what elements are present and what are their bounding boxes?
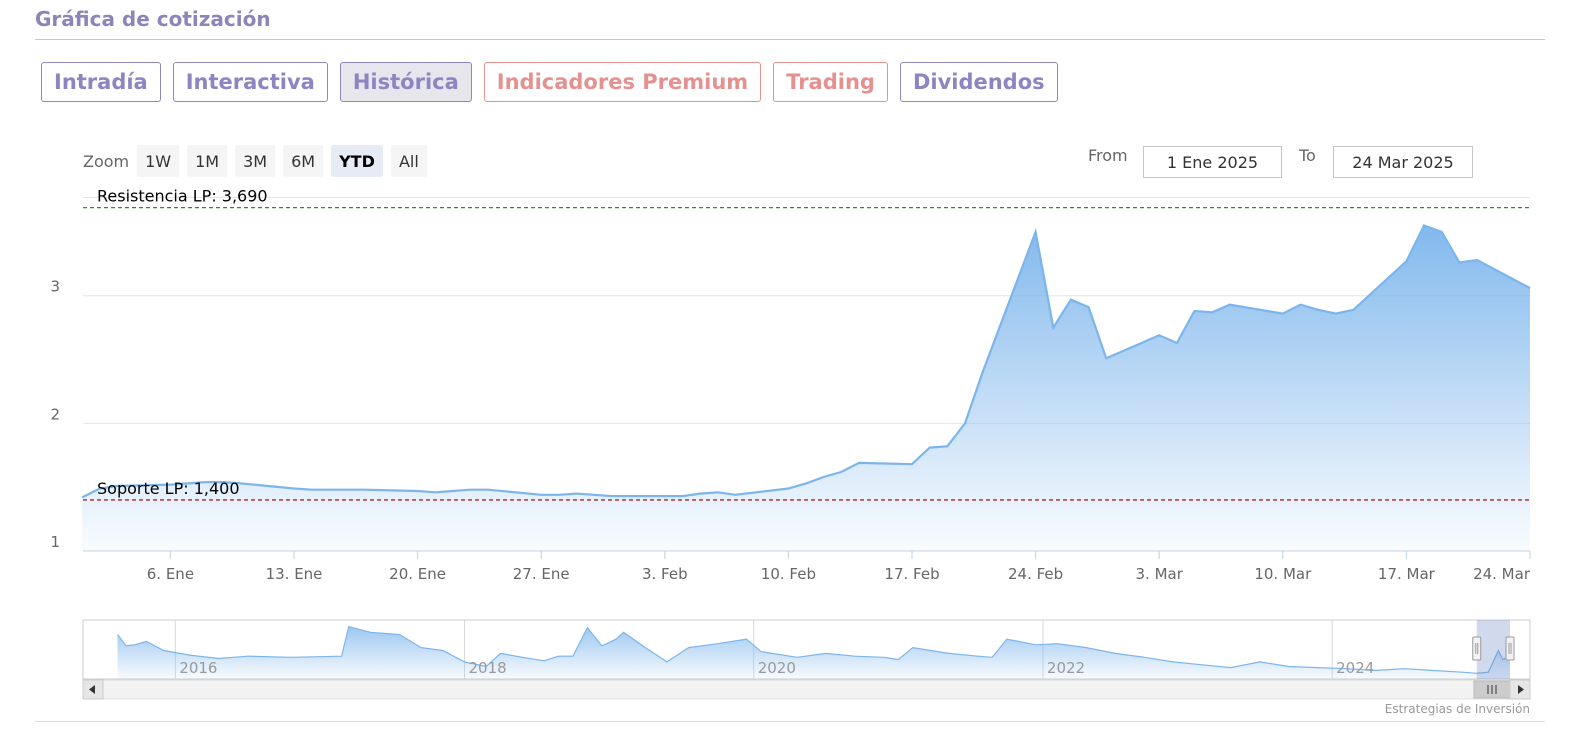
tab-intradia[interactable]: Intradía [41,62,161,102]
chart-tabs: Intradía Interactiva Histórica Indicador… [41,62,1058,102]
range-to-input[interactable]: 24 Mar 2025 [1333,146,1473,178]
support-label: Soporte LP: 1,400 [97,479,240,498]
x-tick-label: 10. Feb [761,565,816,583]
range-from-label: From [1088,146,1128,165]
bottom-divider [35,721,1545,722]
zoom-ytd-button[interactable]: YTD [331,145,383,177]
y-tick-label: 3 [50,278,60,296]
x-tick-label: 3. Mar [1136,565,1184,583]
title-divider [35,39,1545,40]
navigator-year-label: 2024 [1336,659,1374,677]
zoom-1w-button[interactable]: 1W [137,145,180,177]
tab-interactiva[interactable]: Interactiva [172,62,328,102]
credit-text: Estrategias de Inversión [1384,702,1530,716]
x-tick-label: 20. Ene [389,565,446,583]
zoom-6m-button[interactable]: 6M [283,145,324,177]
price-area [82,225,1531,551]
range-from-input[interactable]: 1 Ene 2025 [1143,146,1282,178]
navigator-handle[interactable] [1472,636,1482,661]
x-tick-label: 24. Mar [1473,565,1531,583]
navigator-year-label: 2018 [469,659,507,677]
scrollbar-track [82,679,1531,700]
price-line [81,224,1531,499]
navigator-year-label: 2016 [179,659,217,677]
x-tick-label: 27. Ene [513,565,570,583]
navigator-selection [1476,620,1510,679]
navigator[interactable]: 2016 2018 2020 2022 2024 [82,619,1531,700]
zoom-3m-button[interactable]: 3M [235,145,276,177]
tab-historica[interactable]: Histórica [339,62,472,102]
tab-indicadores-premium[interactable]: Indicadores Premium [483,62,762,102]
navigator-year-label: 2022 [1047,659,1085,677]
x-tick-label: 17. Mar [1378,565,1436,583]
navigator-year-label: 2020 [758,659,796,677]
toolbar-divider [83,197,1530,198]
y-tick-label: 2 [50,405,60,423]
y-tick-label: 1 [50,533,60,551]
navigator-line [117,625,1511,674]
x-tick-label: 17. Feb [884,565,939,583]
section-title: Gráfica de cotización [35,7,271,31]
navigator-area [117,626,1510,679]
zoom-all-button[interactable]: All [390,145,427,177]
x-tick-label: 3. Feb [642,565,688,583]
scroll-left-icon [89,685,95,694]
x-tick-label: 13. Ene [266,565,323,583]
zoom-label: Zoom [83,151,130,171]
tab-trading[interactable]: Trading [773,62,888,102]
zoom-selector: Zoom 1W 1M 3M 6M YTD All [83,145,427,177]
x-tick-label: 10. Mar [1254,565,1312,583]
zoom-1m-button[interactable]: 1M [187,145,228,177]
x-tick-label: 24. Feb [1008,565,1063,583]
navigator-handle[interactable] [1505,636,1515,661]
range-to-label: To [1299,146,1316,165]
scroll-right-icon [1518,685,1524,694]
tab-dividendos[interactable]: Dividendos [899,62,1058,102]
resistance-label: Resistencia LP: 3,690 [97,187,268,206]
x-tick-label: 6. Ene [147,565,194,583]
